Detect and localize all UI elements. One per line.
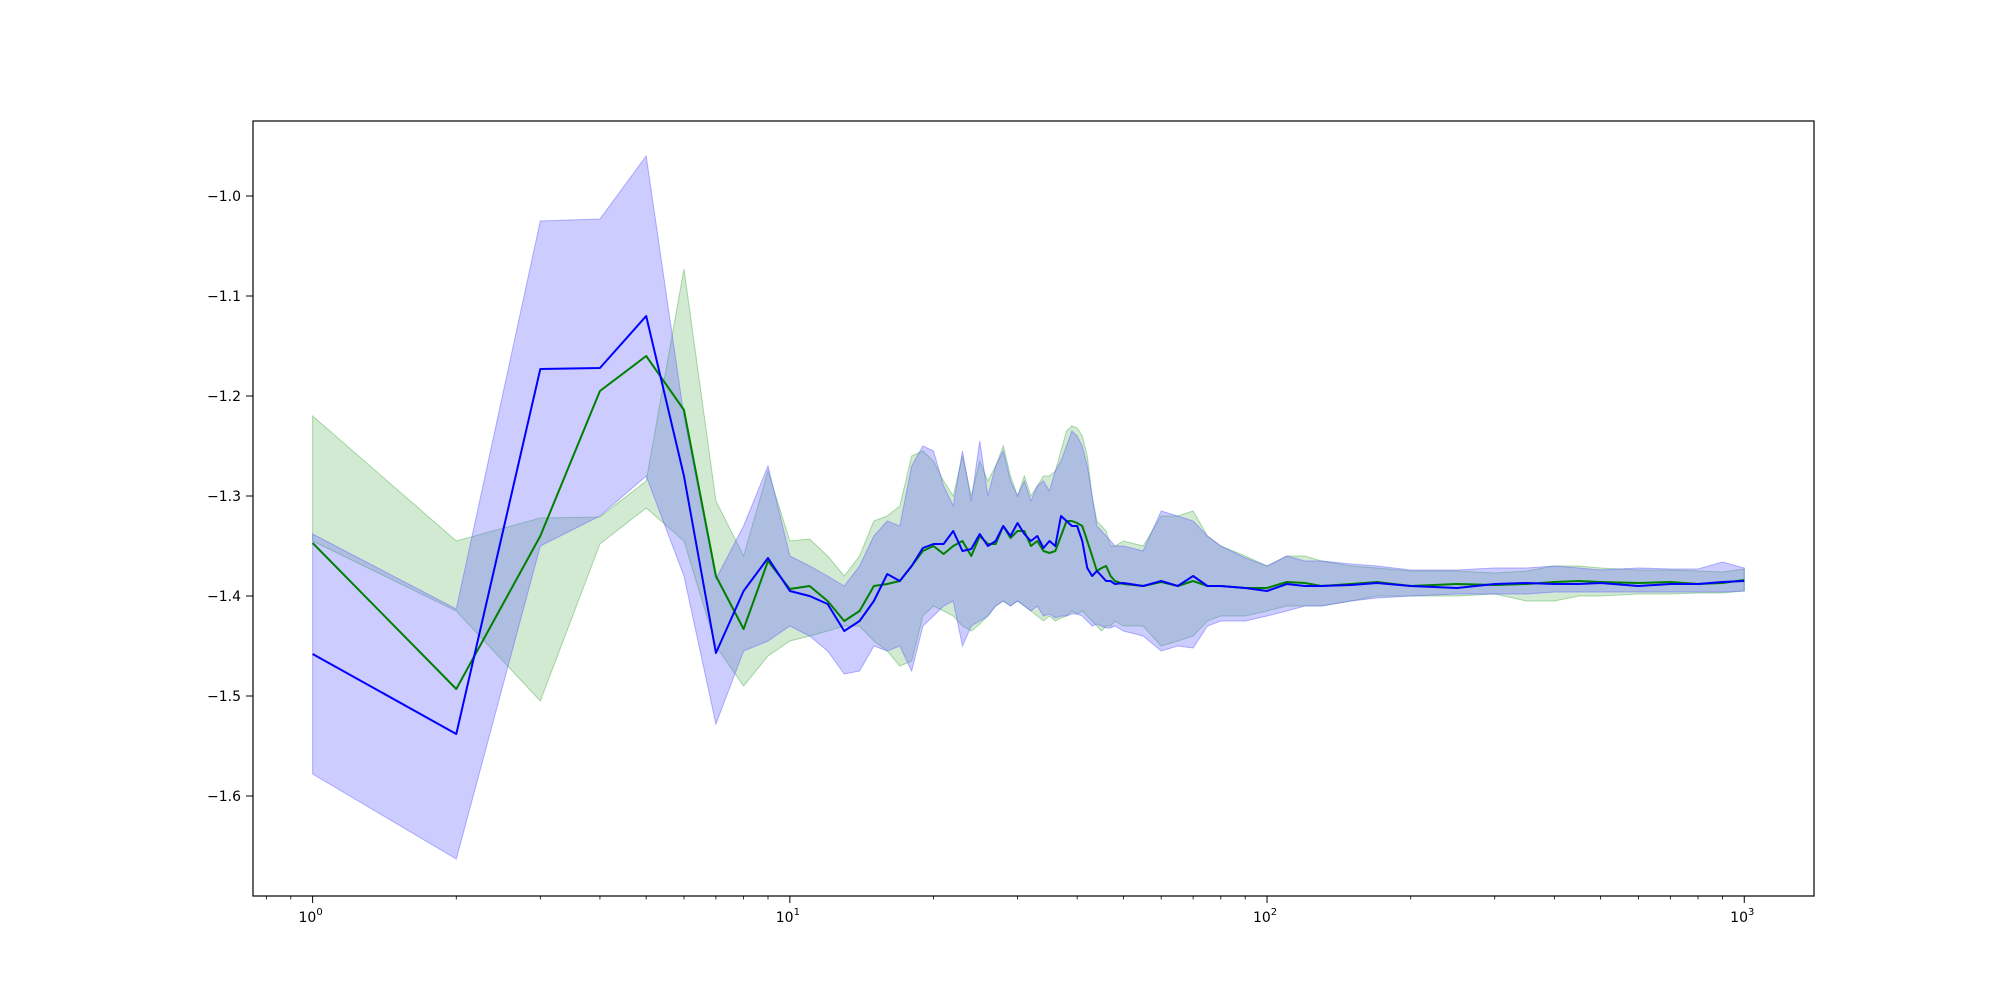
y-tick-label: −1.4 [207,589,241,605]
x-tick-label: 103 [1730,907,1754,926]
y-tick-label: −1.5 [207,689,241,705]
series-1-band [312,268,1745,702]
y-tick-label: −1.2 [207,389,241,405]
x-axis: 100 101 102 103 [265,896,1754,926]
y-tick-label: −1.0 [207,189,241,205]
confidence-bands [312,154,1745,860]
x-tick-label: 102 [1253,907,1277,926]
series-lines [311,315,1745,735]
series-2-line [312,315,1745,735]
y-tick-label: −1.6 [207,789,241,805]
x-tick-label: 101 [776,907,800,926]
y-axis: −1.0 −1.1 −1.2 −1.3 −1.4 −1.5 −1.6 [207,189,253,805]
y-tick-label: −1.3 [207,489,241,505]
x-tick-label: 100 [299,907,323,926]
plot-area-frame [252,120,1815,897]
series-2-band [312,154,1745,860]
y-tick-label: −1.1 [207,289,241,305]
